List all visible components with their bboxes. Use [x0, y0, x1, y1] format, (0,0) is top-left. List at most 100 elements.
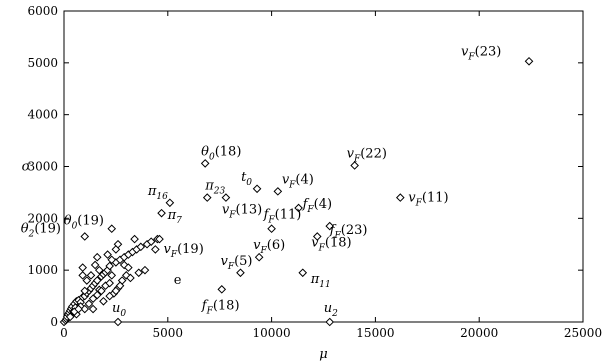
y-tick-label: 1000 [27, 263, 58, 277]
data-point [115, 281, 125, 291]
data-point [78, 263, 87, 272]
data-point [111, 245, 121, 254]
y-tick-label: 0 [50, 315, 58, 329]
data-point [65, 312, 75, 322]
data-point [165, 198, 175, 208]
y-tick-label: 4000 [27, 108, 58, 122]
data-point [113, 317, 123, 327]
annotations: vF(23) θ0(18) vF(22) π23 t0 vF(4) fF(4) vF(11) π… [21, 44, 502, 319]
point-annotation: u2 [324, 301, 338, 319]
x-tick-label: 10000 [253, 326, 291, 340]
data-point [273, 187, 283, 196]
data-point [252, 184, 262, 194]
data-point [105, 291, 114, 301]
data-point [82, 276, 92, 285]
data-point [107, 271, 117, 280]
point-annotation: vF(23) [461, 44, 501, 62]
data-point [105, 261, 114, 271]
point-annotation: fF(11) [263, 208, 302, 226]
data-point [92, 276, 102, 285]
point-annotation: vF(13) [222, 203, 262, 221]
data-point [121, 271, 131, 280]
data-point [140, 265, 150, 275]
point-annotation: π23 [204, 179, 225, 197]
point-annotation: vF(11) [408, 191, 448, 209]
y-tick-label: 2000 [27, 211, 58, 225]
data-points [59, 56, 534, 327]
data-point [267, 224, 276, 234]
data-point [74, 304, 83, 314]
point-annotation: vF(18) [311, 235, 351, 253]
data-point [155, 234, 164, 244]
point-annotation: vF(6) [253, 238, 285, 256]
data-point [124, 263, 133, 272]
data-point [92, 252, 102, 262]
x-tick-label: 20000 [460, 326, 498, 340]
data-point [298, 268, 308, 278]
point-annotation: u0 [112, 301, 126, 319]
data-point [312, 232, 322, 241]
data-point [107, 224, 117, 234]
data-point [126, 273, 135, 283]
data-point [146, 237, 156, 246]
data-point [80, 232, 90, 241]
y-axis-title: σ [22, 160, 32, 175]
point-annotation: t0 [241, 170, 252, 188]
data-point [294, 203, 303, 213]
y-tick-label: 6000 [27, 4, 58, 18]
point-annotation: fF(4) [302, 197, 332, 215]
y-tick-label: 5000 [27, 56, 58, 70]
data-point [157, 208, 166, 218]
data-point [97, 286, 106, 296]
data-point [92, 290, 102, 300]
y-tick-label: 3000 [27, 160, 58, 174]
data-point [136, 242, 146, 252]
point-annotation: e [174, 273, 182, 288]
data-point [88, 304, 98, 314]
data-point [84, 299, 94, 309]
data-point [86, 271, 96, 280]
x-tick-label: 0 [60, 326, 68, 340]
data-point [130, 234, 139, 244]
data-point [236, 268, 245, 278]
data-point [396, 193, 405, 202]
point-annotation: π11 [310, 272, 331, 290]
point-annotation: vF(19) [163, 242, 203, 260]
point-annotation: π16 [147, 184, 168, 202]
x-tick-label: 15000 [356, 326, 394, 340]
data-point [151, 245, 160, 254]
data-point [90, 260, 100, 270]
data-point [80, 304, 90, 314]
data-point [325, 221, 335, 231]
point-annotation: θ0(19) [64, 214, 104, 232]
data-point [254, 252, 264, 262]
data-point [217, 285, 227, 294]
point-annotation: fF(18) [201, 298, 240, 316]
data-point [524, 56, 534, 66]
data-point [350, 161, 359, 170]
data-point [325, 317, 335, 327]
data-point [111, 286, 121, 296]
x-tick-label: 5000 [153, 326, 184, 340]
data-point [80, 286, 90, 296]
data-point [134, 268, 144, 278]
x-axis: 0 5000 10000 15000 20000 25000 [60, 11, 602, 340]
point-annotation: fF(23) [329, 223, 368, 241]
x-tick-label: 25000 [564, 326, 602, 340]
x-axis-title: μ [319, 347, 327, 362]
point-annotation: vF(5) [220, 254, 252, 272]
data-point [202, 193, 212, 202]
data-point [78, 271, 87, 280]
point-annotation: θ2(19) [21, 221, 61, 239]
point-annotation: vF(22) [347, 146, 387, 164]
data-point [221, 193, 231, 202]
data-point [99, 296, 108, 306]
data-point [107, 255, 117, 265]
data-point [200, 159, 210, 168]
data-point [94, 265, 104, 275]
point-annotation: vF(4) [282, 172, 314, 190]
point-annotation: θ0(18) [201, 144, 241, 162]
data-point [105, 278, 114, 288]
data-point [103, 250, 112, 259]
